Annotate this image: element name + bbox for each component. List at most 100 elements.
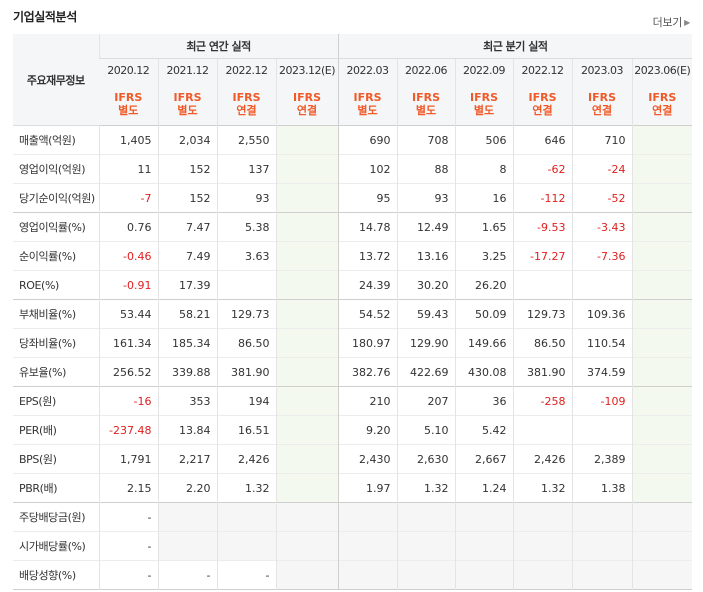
table-row: 영업이익(억원) 11 152 137 102 88 8 -62 -24 (13, 154, 693, 184)
value-cell: 3.63 (216, 241, 276, 271)
table-row: BPS(원) 1,791 2,217 2,426 2,430 2,630 2,667 2,42… (13, 444, 693, 474)
table-row: 영업이익률(%) 0.76 7.47 5.38 14.78 12.49 1.65 -9.53-… (13, 212, 693, 242)
annual-group-header: 최근 연간 실적 (98, 34, 339, 59)
value-cell (275, 328, 339, 358)
value-cell (631, 212, 693, 242)
value-cell (631, 299, 693, 329)
row-label: 배당성향(%) (19, 569, 76, 582)
value-cell (631, 444, 693, 474)
row-label: 부채비율(%) (19, 308, 76, 321)
value-cell (275, 415, 339, 445)
value-cell (571, 531, 633, 561)
value-cell: 207 (396, 386, 456, 416)
value-cell: 5.42 (454, 415, 514, 445)
standard-label: IFRS (588, 91, 617, 104)
value-cell (454, 502, 514, 532)
value-cell: 58.21 (157, 299, 217, 329)
standard-label: IFRS (232, 91, 261, 104)
value-cell: 93 (396, 183, 456, 213)
value-cell: 8 (454, 154, 514, 184)
value-cell: 381.90 (216, 357, 276, 387)
table-row: EPS(원) -16 353 194 210 207 36 -258 -109 (13, 386, 693, 416)
value-cell: 13.16 (396, 241, 456, 271)
value-cell: - (98, 531, 158, 561)
standard-label: IFRS (173, 91, 202, 104)
value-cell: 36 (454, 386, 514, 416)
consolidation-label: 별도 (118, 104, 139, 117)
value-cell: 93 (216, 183, 276, 213)
more-link-label: 더보기 (652, 16, 683, 29)
standard-label: IFRS (648, 91, 677, 104)
consolidation-label: 연결 (591, 104, 613, 117)
value-cell (275, 386, 339, 416)
standard-header: IFRS 연결 (216, 82, 276, 126)
value-cell: 95 (337, 183, 398, 213)
value-cell (571, 270, 633, 300)
value-cell: 86.50 (512, 328, 573, 358)
row-label: BPS(원) (19, 453, 57, 466)
value-cell (571, 415, 633, 445)
value-cell (275, 270, 339, 300)
table-row: 유보율(%) 256.52 339.88 381.90 382.76 422.69 430.… (13, 357, 693, 387)
period-header: 2022.12 (512, 58, 573, 82)
table-row: 시가배당률(%) - (13, 531, 693, 561)
period-header: 2022.06 (396, 58, 456, 82)
value-cell: 7.49 (157, 241, 217, 271)
value-cell (631, 183, 693, 213)
value-cell: 646 (512, 125, 573, 155)
value-cell (631, 241, 693, 271)
value-cell: 210 (337, 386, 398, 416)
value-cell: 129.73 (512, 299, 573, 329)
value-cell: 59.43 (396, 299, 456, 329)
value-cell: 381.90 (512, 357, 573, 387)
value-cell: 2,630 (396, 444, 456, 474)
value-cell: 1.24 (454, 473, 514, 503)
value-cell (512, 502, 573, 532)
consolidation-label: 별도 (415, 104, 437, 117)
value-cell: 17.39 (157, 270, 217, 300)
value-cell: 137 (216, 154, 276, 184)
standard-header: IFRS 연결 (512, 82, 573, 126)
value-cell: 2.15 (98, 473, 158, 503)
standard-header: IFRS 별도 (454, 82, 514, 126)
value-cell: -258 (512, 386, 573, 416)
value-cell: 382.76 (337, 357, 398, 387)
value-cell (512, 270, 573, 300)
consolidation-label: 연결 (652, 104, 673, 117)
value-cell (275, 444, 339, 474)
value-cell: 422.69 (396, 357, 456, 387)
value-cell (337, 502, 398, 532)
table-row: PER(배) -237.48 13.84 16.51 9.20 5.10 5.42 (13, 415, 693, 445)
value-cell (396, 531, 456, 561)
table-row: PBR(배) 2.15 2.20 1.32 1.97 1.32 1.24 1.32 1.38 (13, 473, 693, 503)
value-cell (157, 502, 217, 532)
row-label: 주당배당금(원) (19, 511, 86, 524)
value-cell: 430.08 (454, 357, 514, 387)
value-cell (512, 560, 573, 590)
value-cell: -237.48 (98, 415, 158, 445)
row-label: 유보율(%) (19, 366, 66, 379)
standard-header: IFRS 별도 (337, 82, 398, 126)
value-cell: 1.65 (454, 212, 514, 242)
value-cell: 54.52 (337, 299, 398, 329)
value-cell: 2,430 (337, 444, 398, 474)
more-link[interactable]: 더보기 ▶ (652, 14, 691, 30)
value-cell: 102 (337, 154, 398, 184)
value-cell: 2,550 (216, 125, 276, 155)
value-cell: 1.38 (571, 473, 633, 503)
period-header: 2023.12(E) (275, 58, 339, 82)
consolidation-label: 연결 (296, 104, 318, 117)
value-cell: 13.72 (337, 241, 398, 271)
value-cell (512, 415, 573, 445)
value-cell: 110.54 (571, 328, 633, 358)
value-cell: 26.20 (454, 270, 514, 300)
value-cell (275, 241, 339, 271)
value-cell: -3.43 (571, 212, 633, 242)
value-cell (631, 386, 693, 416)
value-cell (631, 154, 693, 184)
value-cell: 5.38 (216, 212, 276, 242)
value-cell: 30.20 (396, 270, 456, 300)
value-cell: 374.59 (571, 357, 633, 387)
section-title: 기업실적분석 (13, 10, 77, 24)
value-cell: - (157, 560, 217, 590)
